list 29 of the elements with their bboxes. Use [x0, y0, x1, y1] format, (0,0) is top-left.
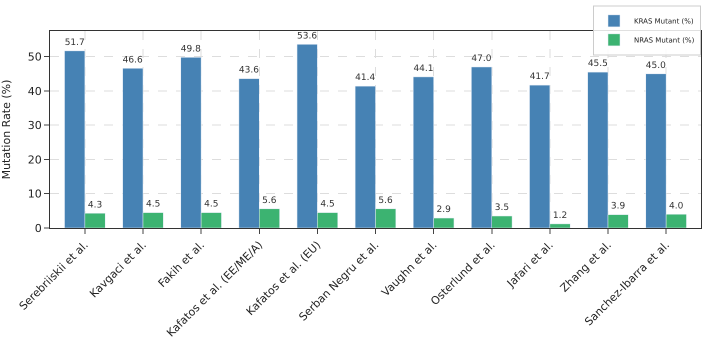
data-label: 4.0 [669, 201, 684, 212]
data-label: 4.5 [204, 200, 218, 210]
data-label: 3.9 [610, 202, 626, 212]
data-label: 4.3 [88, 200, 102, 210]
data-label: 1.2 [552, 210, 568, 221]
data-label: 5.6 [262, 196, 277, 206]
y-tick-label: 30 [28, 119, 42, 132]
data-label: 45.0 [646, 60, 666, 71]
data-label: 44.1 [413, 64, 434, 74]
y-tick-label: 20 [28, 153, 42, 166]
data-label: 49.8 [180, 44, 202, 54]
y-tick-label: 0 [34, 222, 42, 235]
data-label: 43.6 [238, 66, 260, 76]
data-label: 41.4 [355, 73, 376, 84]
data-label: 2.9 [436, 205, 452, 216]
data-label: 4.5 [146, 200, 160, 210]
y-tick-label: 10 [28, 188, 42, 201]
data-label: 5.6 [378, 196, 393, 206]
data-label: 47.0 [471, 54, 492, 64]
data-label: 4.5 [320, 200, 335, 210]
data-label: 45.5 [588, 59, 608, 70]
data-label: 3.5 [494, 203, 510, 214]
data-label: 46.6 [122, 55, 143, 66]
data-label: 51.7 [64, 38, 85, 48]
y-tick-label: 40 [28, 84, 42, 98]
y-tick-label: 50 [28, 50, 42, 64]
y-axis-title: Mutation Rate (%) [0, 80, 13, 180]
data-label: 53.6 [297, 31, 318, 42]
data-label: 41.7 [530, 72, 550, 82]
